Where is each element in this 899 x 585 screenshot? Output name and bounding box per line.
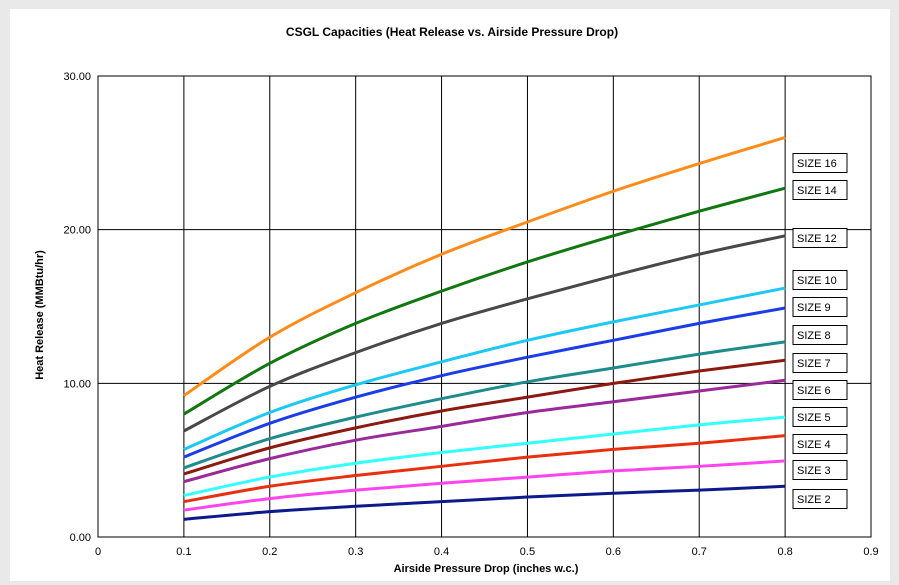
legend-box	[792, 380, 848, 400]
legend-item-size-5: SIZE 5	[792, 407, 848, 427]
legend-item-size-4: SIZE 4	[792, 434, 848, 454]
y-tick-label: 0.00	[70, 532, 91, 544]
legend-box	[792, 407, 848, 427]
legend-item-size-10: SIZE 10	[792, 270, 848, 290]
series-line-size-4	[183, 434, 786, 504]
legend-item-size-6: SIZE 6	[792, 380, 848, 400]
y-axis-title: Heat Release (MMBtu/hr)	[34, 250, 46, 380]
x-tick-label: 0.9	[863, 546, 878, 558]
x-axis-title: Airside Pressure Drop (inches w.c.)	[394, 563, 579, 575]
legend-item-size-2: SIZE 2	[792, 489, 848, 509]
legend-box	[792, 228, 848, 248]
series-line-size-16	[183, 136, 786, 397]
x-tick-label: 0	[95, 546, 101, 558]
legend-item-size-8: SIZE 8	[792, 325, 848, 345]
legend-box	[792, 489, 848, 509]
x-tick-label: 0.2	[262, 546, 277, 558]
series-line-size-2	[183, 484, 786, 521]
series-lines	[183, 136, 786, 521]
y-tick-label: 20.00	[63, 225, 91, 237]
x-tick-labels: 0 0.1 0.2 0.3 0.4 0.5 0.6 0.7 0.8 0.9	[95, 546, 879, 558]
legend-item-size-14: SIZE 14	[792, 180, 848, 200]
legend-label: SIZE 5	[797, 412, 831, 424]
legend-item-size-7: SIZE 7	[792, 353, 848, 373]
legend-label: SIZE 7	[797, 358, 831, 370]
legend-label: SIZE 12	[797, 233, 837, 245]
legend-box	[792, 434, 848, 454]
legend-label: SIZE 6	[797, 385, 831, 397]
y-tick-label: 10.00	[63, 378, 91, 390]
x-tick-label: 0.3	[348, 546, 363, 558]
legend-box	[792, 325, 848, 345]
legend-item-size-3: SIZE 3	[792, 460, 848, 480]
series-line-size-14	[183, 186, 786, 416]
series-line-size-3	[183, 459, 786, 512]
y-tick-label: 30.00	[63, 71, 91, 83]
legend-label: SIZE 4	[797, 439, 831, 451]
series-line-size-10	[183, 286, 786, 451]
legend-label: SIZE 16	[797, 158, 837, 170]
series-line-size-6	[183, 378, 786, 484]
legend-box	[792, 297, 848, 317]
y-tick-labels: 0.00 10.00 20.00 30.00	[63, 71, 91, 544]
legend-item-size-16: SIZE 16	[792, 153, 848, 173]
legend-box	[792, 353, 848, 373]
x-tick-label: 0.8	[777, 546, 792, 558]
chart-area: CSGL Capacities (Heat Release vs. Airsid…	[10, 9, 890, 581]
legend-label: SIZE 8	[797, 330, 831, 342]
series-line-size-12	[183, 234, 786, 433]
legend-item-size-12: SIZE 12	[792, 228, 848, 248]
x-tick-label: 0.4	[434, 546, 449, 558]
legend-label: SIZE 2	[797, 494, 831, 506]
legend-box	[792, 270, 848, 290]
chart-title: CSGL Capacities (Heat Release vs. Airsid…	[286, 25, 618, 39]
legend-box	[792, 153, 848, 173]
legend-item-size-9: SIZE 9	[792, 297, 848, 317]
series-line-size-8	[183, 340, 786, 470]
legend-box	[792, 460, 848, 480]
series-line-size-5	[183, 415, 786, 497]
line-chart: CSGL Capacities (Heat Release vs. Airsid…	[34, 25, 879, 575]
x-tick-label: 0.1	[176, 546, 191, 558]
series-line-size-9	[183, 306, 786, 459]
legend-label: SIZE 14	[797, 185, 837, 197]
grid-lines	[98, 76, 871, 537]
x-tick-label: 0.5	[520, 546, 535, 558]
legend-box	[792, 180, 848, 200]
legend: SIZE 16 SIZE 14 SIZE 12 SIZE 10 SIZE 9 SIZE 8…	[792, 153, 848, 509]
x-tick-label: 0.6	[606, 546, 621, 558]
series-line-size-7	[183, 358, 786, 476]
x-tick-label: 0.7	[692, 546, 707, 558]
legend-label: SIZE 10	[797, 275, 837, 287]
legend-label: SIZE 9	[797, 302, 831, 314]
legend-label: SIZE 3	[797, 465, 831, 477]
